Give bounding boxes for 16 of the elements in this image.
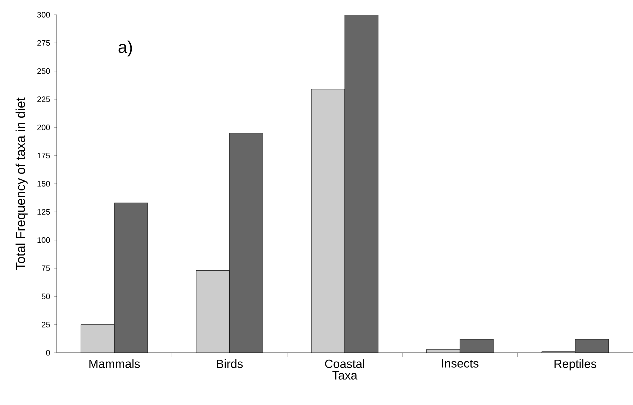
x-axis-title: Taxa bbox=[332, 372, 358, 380]
x-tick-label: Mammals bbox=[90, 360, 140, 368]
bar bbox=[81, 324, 115, 353]
bar bbox=[460, 339, 494, 353]
x-tick-label: Birds bbox=[217, 360, 243, 368]
bar bbox=[345, 14, 378, 353]
bar bbox=[230, 133, 264, 353]
bar bbox=[114, 203, 148, 353]
bar bbox=[312, 89, 345, 353]
x-tick-label: Insects bbox=[442, 360, 479, 368]
annotation: a) bbox=[118, 40, 132, 57]
x-tick-label: Reptiles bbox=[554, 360, 597, 371]
bar bbox=[196, 270, 230, 353]
y-axis-title: Total Frequency of taxa in diet bbox=[16, 98, 28, 270]
bar bbox=[575, 339, 610, 353]
x-tick-label: Coastal bbox=[325, 360, 364, 368]
